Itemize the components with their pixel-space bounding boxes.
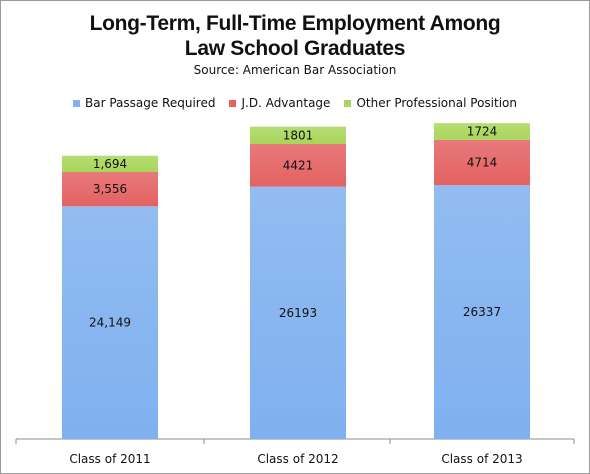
data-label-class-of-2011-other-professional: 1,694 [93,157,127,171]
data-label-class-of-2012-jd-advantage: 4421 [283,158,314,172]
x-tick-label-class-of-2011: Class of 2011 [69,452,150,466]
chart-title-line-2: Law School Graduates [184,37,406,60]
bar-class-of-2011-other-professional [62,155,158,173]
bar-class-of-2012-bar-passage [250,186,346,439]
bar-class-of-2012-other-professional [250,126,346,144]
legend-item-bar-passage: Bar Passage Required [73,96,215,110]
bar-class-of-2011-bar-passage [62,206,158,439]
chart-title-line-1: Long-Term, Full-Time Employment Among [89,12,501,35]
data-label-class-of-2011-bar-passage: 24,149 [89,316,131,330]
legend-swatch-other-professional [344,99,352,107]
data-label-class-of-2011-jd-advantage: 3,556 [93,182,127,196]
data-label-class-of-2012-other-professional: 1801 [283,128,314,142]
legend-label-jd-advantage: J.D. Advantage [241,96,331,110]
x-tick-label-class-of-2013: Class of 2013 [441,452,522,466]
legend-item-other-professional: Other Professional Position [344,96,517,110]
bar-class-of-2013-bar-passage [434,185,530,439]
legend-swatch-jd-advantage [229,99,237,107]
data-label-class-of-2012-bar-passage: 26193 [279,306,317,320]
data-label-class-of-2013-jd-advantage: 4714 [467,155,498,169]
bar-class-of-2013-other-professional [434,123,530,140]
chart-title: Long-Term, Full-Time Employment Among La… [1,11,589,61]
bar-class-of-2011-jd-advantage [62,172,158,207]
legend-label-bar-passage: Bar Passage Required [85,96,216,110]
bar-class-of-2013-jd-advantage [434,139,530,186]
legend-label-other-professional: Other Professional Position [356,96,517,110]
data-label-class-of-2013-bar-passage: 26337 [463,305,501,319]
legend-item-jd-advantage: J.D. Advantage [229,96,330,110]
data-label-class-of-2013-other-professional: 1724 [467,124,498,138]
x-tick-label-class-of-2012: Class of 2012 [257,452,338,466]
bar-class-of-2012-jd-advantage [250,143,346,187]
chart-legend: Bar Passage Required J.D. Advantage Othe… [1,96,589,110]
chart-subtitle: Source: American Bar Association [193,63,397,77]
legend-swatch-bar-passage [73,99,80,107]
